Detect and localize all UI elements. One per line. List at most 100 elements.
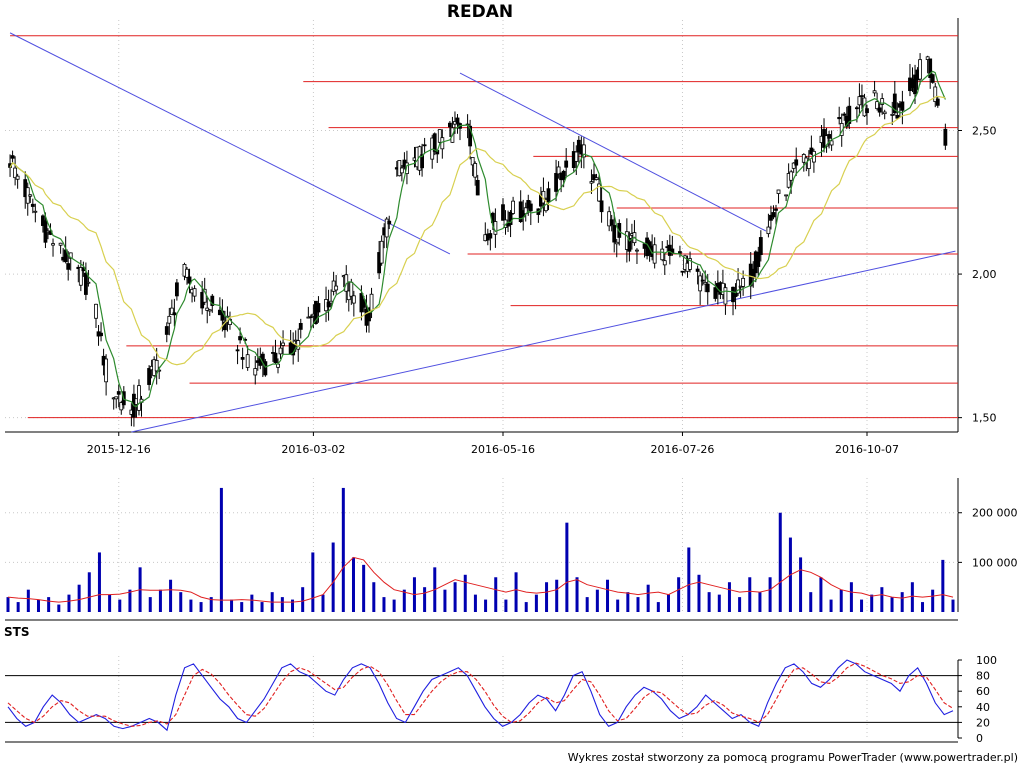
volume-bar xyxy=(738,597,742,612)
volume-bar xyxy=(524,602,528,612)
volume-bar xyxy=(189,599,193,612)
y-tick-label: 0 xyxy=(976,732,983,745)
volume-bar xyxy=(108,594,112,612)
volume-bar xyxy=(321,594,325,612)
candle-body xyxy=(609,219,614,226)
volume-bar xyxy=(423,587,427,612)
candle-body xyxy=(847,105,852,124)
volume-bar xyxy=(849,582,853,612)
candle-body xyxy=(688,258,692,270)
y-tick-label: 80 xyxy=(976,670,990,683)
volume-bar xyxy=(880,587,884,612)
volume-bar xyxy=(727,582,731,612)
volume-panel: 100 000 200 000 xyxy=(5,478,1018,621)
sts-panel-label: STS xyxy=(4,625,30,639)
candle-body xyxy=(119,402,124,411)
volume-bar xyxy=(443,589,447,612)
volume-bar xyxy=(331,542,335,612)
candle-body xyxy=(594,177,599,180)
candle-body xyxy=(875,101,880,110)
candle-body xyxy=(574,151,579,162)
candle-body xyxy=(698,275,703,292)
candle-body xyxy=(83,272,88,295)
volume-bar xyxy=(595,589,599,612)
candle-body xyxy=(776,189,781,194)
candle-body xyxy=(581,144,586,158)
candle-body xyxy=(635,249,639,252)
volume-bar xyxy=(860,599,864,612)
volume-bar xyxy=(382,597,386,612)
volume-bar xyxy=(677,577,681,612)
candle-body xyxy=(612,224,617,243)
candle-body xyxy=(235,349,240,352)
candle-body xyxy=(556,166,561,175)
candle-body xyxy=(399,167,404,174)
candle-body xyxy=(169,307,174,315)
candle-body xyxy=(174,282,179,297)
candle-body xyxy=(455,117,460,124)
candle-body xyxy=(766,226,771,235)
volume-bar xyxy=(819,577,823,612)
candle-body xyxy=(877,107,882,113)
volume-bar xyxy=(687,547,691,612)
candle-body xyxy=(703,281,708,285)
candle-body xyxy=(114,396,119,400)
candle-body xyxy=(597,183,601,202)
volume-bar xyxy=(36,599,40,612)
candle-body xyxy=(473,163,478,178)
candle-body xyxy=(829,140,834,146)
volume-bar xyxy=(646,584,650,612)
candle-body xyxy=(554,173,558,192)
candle-body xyxy=(10,155,15,159)
y-tick-label: 2,50 xyxy=(972,125,997,138)
candle-body xyxy=(918,59,922,80)
candle-body xyxy=(660,248,665,261)
candle-body xyxy=(468,125,473,147)
volume-bar xyxy=(616,599,620,612)
volume-bar xyxy=(311,552,315,612)
volume-bar xyxy=(839,589,843,612)
candle-body xyxy=(842,113,847,116)
volume-bar xyxy=(484,599,488,612)
candle-body xyxy=(387,220,392,225)
volume-bar xyxy=(606,579,610,612)
volume-bar xyxy=(118,599,122,612)
candle-body xyxy=(895,114,900,119)
volume-bar xyxy=(453,582,457,612)
x-tick-label: 2016-10-07 xyxy=(835,443,899,456)
candle-body xyxy=(900,101,905,111)
candle-body xyxy=(349,281,354,297)
candle-body xyxy=(756,251,761,267)
candle-body xyxy=(78,267,83,286)
volume-bar xyxy=(494,577,498,612)
candle-body xyxy=(329,300,333,304)
candle-body xyxy=(733,292,738,297)
candle-body xyxy=(930,74,935,83)
candle-body xyxy=(475,179,480,196)
chart-title: REDAN xyxy=(446,2,514,22)
candle-body xyxy=(137,385,141,411)
volume-bar xyxy=(829,599,833,612)
candle-body xyxy=(890,113,895,116)
volume-bar xyxy=(362,564,366,612)
volume-bar xyxy=(707,592,711,612)
candle-body xyxy=(741,277,746,287)
candle-body xyxy=(66,263,71,270)
candle-body xyxy=(28,194,33,197)
y-tick-label: 1,50 xyxy=(972,412,997,425)
candle-body xyxy=(488,233,493,239)
candle-body xyxy=(837,117,842,120)
candle-body xyxy=(207,309,212,312)
candle-body xyxy=(705,283,710,293)
volume-bar xyxy=(666,594,670,612)
y-tick-label: 60 xyxy=(976,685,990,698)
candle-body xyxy=(30,203,35,207)
volume-bar xyxy=(372,582,376,612)
candle-body xyxy=(420,154,424,169)
volume-bar xyxy=(921,602,925,612)
volume-bar xyxy=(656,602,660,612)
volume-moving-average xyxy=(7,556,954,603)
volume-bar xyxy=(230,599,234,612)
volume-bar xyxy=(240,602,244,612)
stochastic-k-line xyxy=(7,659,954,732)
